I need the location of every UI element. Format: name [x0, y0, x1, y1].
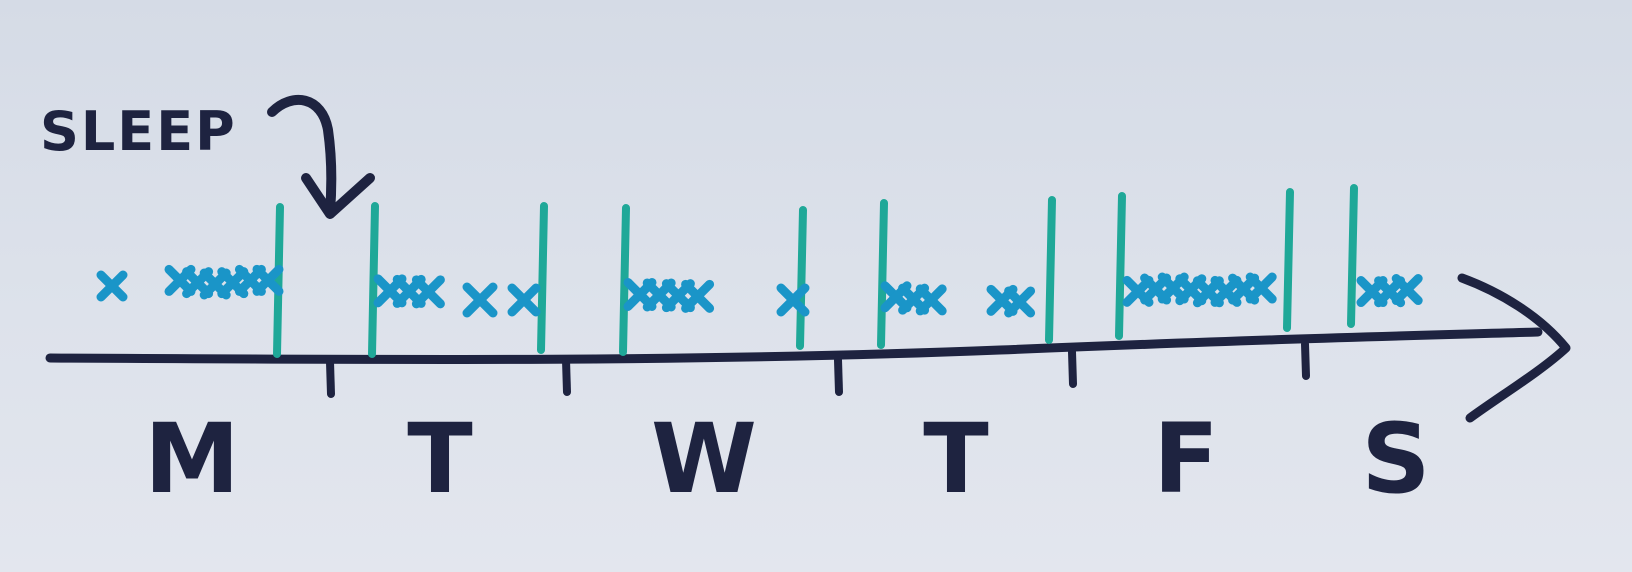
sleep-annotation-label: SLEEP: [40, 100, 237, 163]
activity-mark-stroke: [252, 264, 284, 296]
day-boundary-tick: [326, 358, 335, 398]
activity-mark-stroke: [411, 275, 445, 309]
activity-mark: [411, 275, 445, 309]
activity-mark-stroke: [1391, 274, 1423, 306]
activity-mark-stroke: [681, 279, 715, 313]
day-label-tue: T: [407, 403, 472, 515]
activity-mark-stroke: [915, 284, 947, 316]
day-ticks: [326, 340, 1310, 398]
day-boundary-tick: [1068, 348, 1077, 388]
sleep-line: [368, 202, 379, 358]
activity-mark: [915, 284, 947, 316]
day-boundary-tick: [562, 356, 571, 396]
day-boundary-tick: [834, 356, 843, 396]
sleep-line: [537, 202, 548, 354]
sleep-line: [796, 206, 807, 350]
timeline-arrowhead: [1457, 273, 1571, 423]
sleep-line: [1115, 192, 1126, 340]
activity-mark: [1245, 272, 1277, 304]
activity-mark: [462, 282, 498, 318]
activity-mark-stroke: [776, 283, 810, 317]
day-label-wed: W: [651, 403, 757, 515]
activity-mark: [252, 264, 284, 296]
sleep-line: [1283, 188, 1294, 332]
activity-mark-stroke: [1245, 272, 1277, 304]
activity-mark-stroke: [96, 270, 128, 302]
sleep-lines: [273, 184, 1358, 358]
activity-mark: [1391, 274, 1423, 306]
activity-mark: [681, 279, 715, 313]
timeline-axis: [45, 327, 1543, 365]
day-label-mon: M: [144, 403, 240, 515]
activity-marks: [96, 264, 1423, 318]
activity-mark: [96, 270, 128, 302]
activity-mark: [1004, 286, 1036, 318]
day-boundary-tick: [1301, 340, 1310, 380]
day-label-fri: F: [1153, 403, 1219, 515]
sleep-line: [273, 203, 284, 358]
day-label-sat: S: [1361, 403, 1430, 515]
activity-mark: [507, 283, 541, 317]
activity-mark-stroke: [462, 282, 498, 318]
day-label-thu: T: [923, 403, 988, 515]
activity-mark-stroke: [507, 283, 541, 317]
sleep-line: [877, 199, 888, 349]
activity-mark: [776, 283, 810, 317]
activity-mark-stroke: [1004, 286, 1036, 318]
sleep-annotation-arrow: [267, 94, 337, 217]
sleep-annotation-arrowhead: [301, 173, 375, 219]
sleep-line: [1347, 184, 1358, 328]
sleep-line: [1045, 196, 1056, 344]
